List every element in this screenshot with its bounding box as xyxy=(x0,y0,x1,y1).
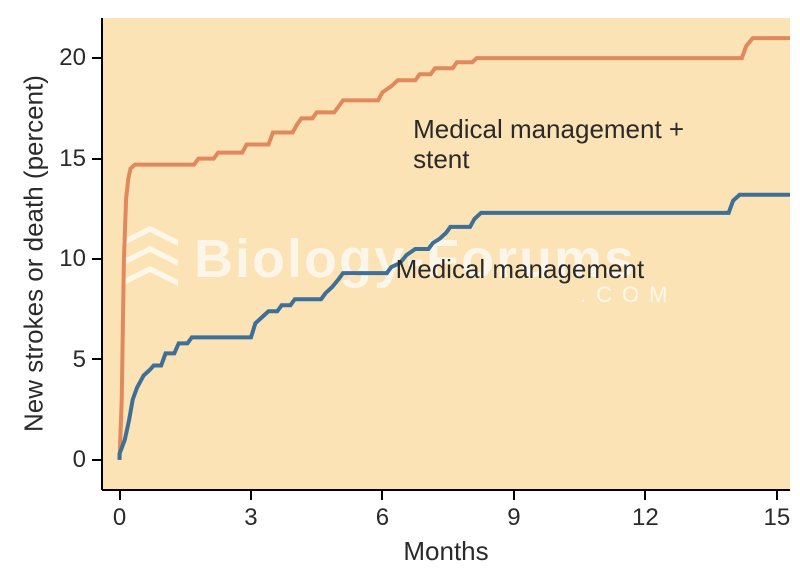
x-tick xyxy=(119,490,121,500)
y-tick xyxy=(92,358,102,360)
x-tick xyxy=(776,490,778,500)
series-stent-label: Medical management +stent xyxy=(413,115,684,175)
x-tick xyxy=(513,490,515,500)
x-tick xyxy=(644,490,646,500)
x-tick-label: 15 xyxy=(757,504,797,532)
series-stent-line xyxy=(120,38,790,460)
y-tick-label: 5 xyxy=(73,346,86,374)
y-tick-label: 0 xyxy=(73,446,86,474)
series-medical-line xyxy=(120,195,790,460)
x-tick-label: 6 xyxy=(362,504,402,532)
x-axis-title: Months xyxy=(102,536,790,567)
y-tick-label: 20 xyxy=(59,44,86,72)
x-tick xyxy=(381,490,383,500)
y-axis-title: New strokes or death (percent) xyxy=(19,18,50,490)
y-tick xyxy=(92,459,102,461)
plot-svg xyxy=(0,0,800,572)
y-tick xyxy=(92,57,102,59)
chart-container: Biology-Forums .COM Medical management +… xyxy=(0,0,800,572)
x-tick-label: 12 xyxy=(625,504,665,532)
x-tick-label: 3 xyxy=(231,504,271,532)
x-tick-label: 0 xyxy=(100,504,140,532)
y-tick-label: 10 xyxy=(59,245,86,273)
y-axis-line xyxy=(101,18,103,490)
series-medical-label: Medical management xyxy=(396,255,645,285)
x-tick xyxy=(250,490,252,500)
x-tick-label: 9 xyxy=(494,504,534,532)
y-tick xyxy=(92,158,102,160)
y-tick xyxy=(92,258,102,260)
y-tick-label: 15 xyxy=(59,145,86,173)
x-axis-line xyxy=(102,489,790,491)
